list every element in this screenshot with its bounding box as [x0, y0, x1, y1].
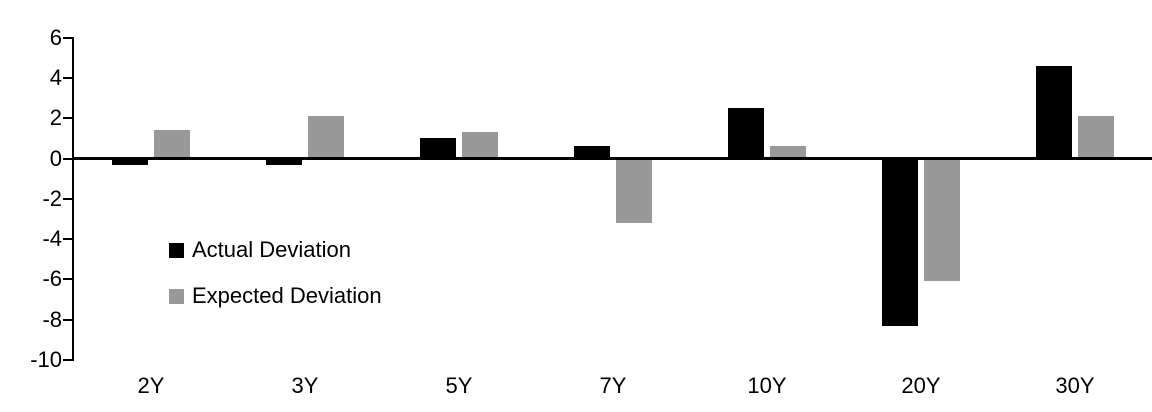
x-axis-label-7y: 7Y: [599, 373, 627, 398]
x-axis-label-20y: 20Y: [901, 373, 941, 398]
y-axis-tick: [63, 76, 72, 79]
bar-expected-deviation-5y: [462, 132, 498, 159]
bar-actual-deviation-3y: [266, 158, 302, 165]
y-axis-tick: [63, 318, 72, 321]
bar-actual-deviation-30y: [1036, 65, 1072, 159]
y-axis-tick-label: 6: [49, 24, 62, 50]
bar-expected-deviation-20y: [924, 158, 960, 282]
bar-expected-deviation-30y: [1078, 116, 1114, 159]
y-axis-tick: [63, 36, 72, 39]
bar-actual-deviation-2y: [112, 158, 148, 165]
bar-expected-deviation-7y: [616, 158, 652, 223]
legend: Actual Deviation Expected Deviation: [169, 236, 382, 328]
y-axis-tick-label: -4: [42, 226, 62, 252]
bar-expected-deviation-10y: [770, 146, 806, 159]
x-axis-label-2y: 2Y: [137, 373, 165, 398]
x-axis-label-5y: 5Y: [445, 373, 473, 398]
bar-actual-deviation-10y: [728, 108, 764, 159]
legend-label: Expected Deviation: [192, 283, 382, 308]
y-axis-tick: [63, 157, 72, 160]
legend-label: Actual Deviation: [192, 237, 351, 262]
bar-actual-deviation-5y: [420, 138, 456, 159]
y-axis-tick-label: -6: [42, 266, 62, 292]
x-axis-label-30y: 30Y: [1055, 373, 1095, 398]
y-axis-tick: [63, 197, 72, 200]
y-axis-tick-label: 2: [49, 105, 62, 131]
y-axis-line: [72, 36, 74, 361]
x-axis-label-10y: 10Y: [747, 373, 787, 398]
y-axis-tick-label: -2: [42, 185, 62, 211]
y-axis-tick-label: -8: [42, 306, 62, 332]
x-axis-label-3y: 3Y: [291, 373, 319, 398]
bar-actual-deviation-7y: [574, 146, 610, 159]
y-axis-tick: [63, 238, 72, 241]
y-axis-tick: [63, 359, 72, 361]
legend-item-expected-deviation: Expected Deviation: [169, 282, 382, 310]
x-axis-zero-line: [72, 157, 1152, 160]
legend-swatch-expected-icon: [169, 288, 184, 304]
y-axis-tick-label: 0: [49, 145, 62, 171]
y-axis-tick: [63, 278, 72, 281]
legend-item-actual-deviation: Actual Deviation: [169, 236, 382, 264]
y-axis-tick: [63, 117, 72, 120]
bar-actual-deviation-20y: [882, 158, 918, 326]
legend-swatch-actual-icon: [169, 242, 184, 258]
y-axis-tick-label: -10: [30, 347, 62, 372]
y-axis-tick-label: 4: [49, 64, 62, 90]
bar-expected-deviation-3y: [308, 116, 344, 159]
bar-expected-deviation-2y: [154, 130, 190, 159]
